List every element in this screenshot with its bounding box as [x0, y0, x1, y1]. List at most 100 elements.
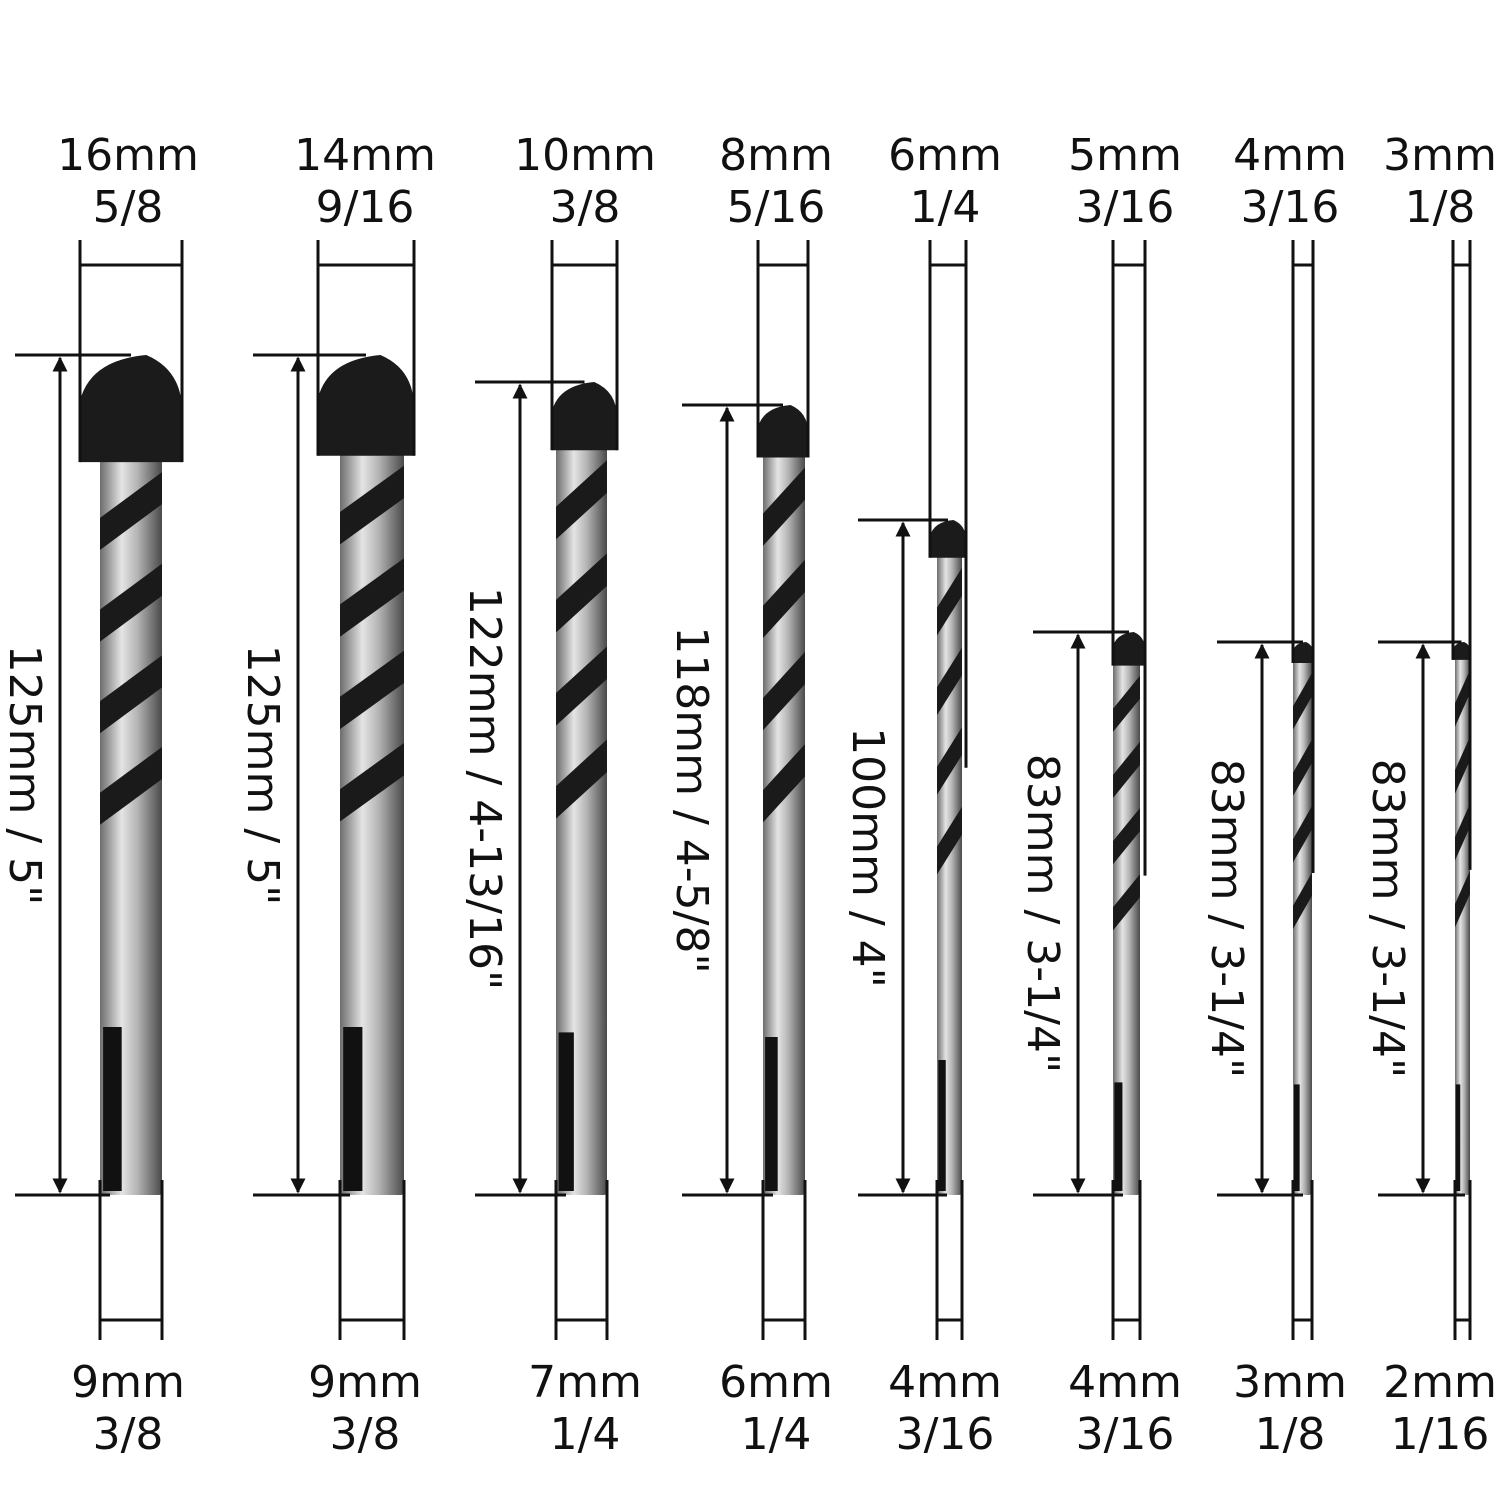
bit-shank: [340, 450, 404, 1195]
shank-flat: [1114, 1082, 1123, 1191]
length-label: 125mm / 5": [237, 645, 288, 906]
bit-shank: [556, 445, 607, 1195]
length-label: 122mm / 4-13/16": [459, 587, 510, 990]
bit-tip: [1453, 642, 1470, 660]
flute: [1455, 669, 1470, 727]
flute: [556, 553, 607, 633]
bit-tip: [758, 405, 808, 458]
shank-flat: [765, 1037, 778, 1191]
flute: [1293, 673, 1312, 730]
flute: [763, 467, 805, 546]
bit-shank: [937, 552, 962, 1195]
bit-shank: [763, 452, 805, 1195]
bottom-mm: 3mm: [1233, 1357, 1347, 1408]
flute: [340, 465, 404, 545]
flute: [340, 743, 404, 822]
top-mm: 3mm: [1383, 130, 1497, 181]
bottom-mm: 4mm: [888, 1357, 1002, 1408]
bottom-mm: 2mm: [1383, 1357, 1497, 1408]
bottom-inch: 1/4: [741, 1409, 812, 1460]
bit-shank: [1293, 658, 1312, 1195]
flute: [937, 647, 962, 716]
bottom-mm: 9mm: [71, 1357, 185, 1408]
bottom-inch: 3/8: [93, 1409, 164, 1460]
bottom-inch: 1/8: [1255, 1409, 1326, 1460]
bit-shank: [1455, 654, 1470, 1195]
shank-flat: [343, 1027, 363, 1191]
shank-flat: [938, 1060, 946, 1191]
flute: [100, 472, 162, 550]
flute: [556, 739, 607, 819]
flute: [340, 650, 404, 730]
length-label: 83mm / 3-1/4": [1017, 754, 1068, 1073]
top-mm: 16mm: [57, 130, 199, 181]
top-mm: 10mm: [514, 130, 656, 181]
length-label: 83mm / 3-1/4": [1362, 759, 1413, 1078]
top-inch: 1/8: [1405, 182, 1476, 233]
length-label: 100mm / 4": [842, 727, 893, 988]
bit-tip: [80, 355, 182, 463]
top-inch: 5/16: [727, 182, 826, 233]
bottom-inch: 1/4: [550, 1409, 621, 1460]
top-mm: 6mm: [888, 130, 1002, 181]
flute: [340, 558, 404, 637]
flute: [556, 460, 607, 540]
flute: [556, 646, 607, 726]
top-inch: 3/16: [1076, 182, 1175, 233]
flute: [937, 806, 962, 875]
bit-tip: [318, 355, 414, 456]
bottom-inch: 3/8: [330, 1409, 401, 1460]
bit-tip: [930, 520, 966, 558]
bit-tip: [1113, 632, 1145, 666]
flute: [1293, 806, 1312, 863]
bit-tip: [552, 382, 617, 451]
flute: [1113, 874, 1140, 931]
length-label: 83mm / 3-1/4": [1201, 759, 1252, 1078]
top-inch: 5/8: [93, 182, 164, 233]
shank-flat: [103, 1027, 122, 1191]
flute: [1113, 675, 1140, 732]
flute: [1455, 870, 1470, 928]
top-inch: 3/8: [550, 182, 621, 233]
flute: [1455, 803, 1470, 861]
bottom-mm: 4mm: [1068, 1357, 1182, 1408]
top-mm: 5mm: [1068, 130, 1182, 181]
flute: [1113, 807, 1140, 865]
flute: [100, 655, 162, 734]
flute: [1113, 741, 1140, 799]
top-inch: 1/4: [910, 182, 981, 233]
flute: [100, 563, 162, 642]
flute: [1455, 736, 1470, 794]
bit-shank: [100, 457, 162, 1196]
length-label: 118mm / 4-5/8": [666, 626, 717, 973]
top-inch: 9/16: [316, 182, 415, 233]
flute: [937, 567, 962, 636]
bottom-mm: 9mm: [308, 1357, 422, 1408]
shank-flat: [558, 1032, 574, 1191]
top-mm: 14mm: [294, 130, 436, 181]
flute: [1293, 739, 1312, 797]
bottom-mm: 7mm: [528, 1357, 642, 1408]
bottom-mm: 6mm: [719, 1357, 833, 1408]
flute: [100, 746, 162, 825]
shank-flat: [1293, 1084, 1300, 1191]
top-mm: 8mm: [719, 130, 833, 181]
bottom-inch: 1/16: [1391, 1409, 1490, 1460]
top-inch: 3/16: [1241, 182, 1340, 233]
bottom-inch: 3/16: [896, 1409, 995, 1460]
shank-flat: [1455, 1084, 1461, 1191]
flute: [763, 559, 805, 639]
flute: [1293, 872, 1312, 930]
flute: [937, 727, 962, 795]
flute: [763, 744, 805, 823]
top-mm: 4mm: [1233, 130, 1347, 181]
